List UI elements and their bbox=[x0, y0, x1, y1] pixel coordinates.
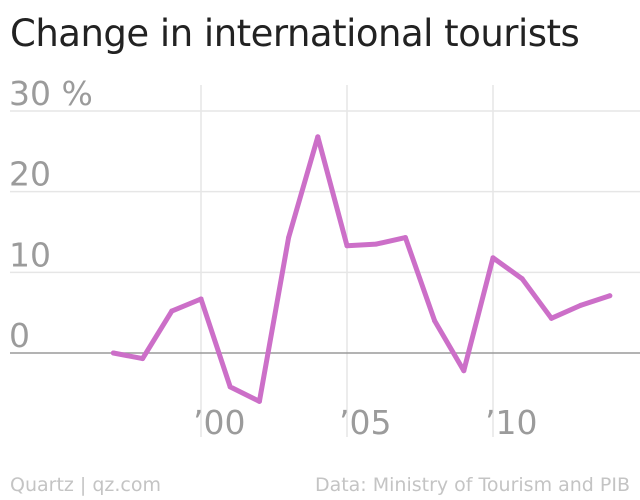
data-point bbox=[519, 276, 525, 282]
data-point bbox=[256, 398, 262, 404]
data-point bbox=[140, 356, 146, 362]
series-layer bbox=[110, 134, 613, 404]
x-tick-labels: ’00 ’05 ’10 bbox=[193, 403, 537, 442]
data-point bbox=[344, 243, 350, 249]
data-point bbox=[373, 241, 379, 247]
source-text: Data: Ministry of Tourism and PIB bbox=[314, 474, 630, 496]
data-point bbox=[432, 318, 438, 324]
grid-layer bbox=[10, 85, 640, 437]
data-point bbox=[402, 235, 408, 241]
data-point bbox=[607, 293, 613, 299]
x-tick-label: ’00 bbox=[193, 403, 245, 442]
data-point bbox=[548, 315, 554, 321]
credit-text: Quartz | qz.com bbox=[10, 474, 162, 496]
data-point bbox=[227, 384, 233, 390]
data-point bbox=[286, 235, 292, 241]
data-point bbox=[578, 302, 584, 308]
chart-title: Change in international tourists bbox=[10, 12, 580, 55]
y-tick-label: 0 bbox=[9, 316, 30, 355]
y-tick-label: 30 % bbox=[9, 74, 93, 113]
x-tick-label: ’10 bbox=[485, 403, 537, 442]
x-tick-label: ’05 bbox=[339, 403, 391, 442]
data-point bbox=[461, 368, 467, 374]
y-tick-label: 20 bbox=[9, 155, 51, 194]
data-point bbox=[169, 308, 175, 314]
data-point bbox=[110, 350, 116, 356]
data-point bbox=[315, 134, 321, 140]
y-tick-label: 10 bbox=[9, 235, 51, 274]
series-line bbox=[110, 134, 613, 404]
data-point bbox=[490, 255, 496, 261]
y-tick-labels: 30 % 20 10 0 bbox=[9, 74, 93, 355]
data-point bbox=[198, 296, 204, 302]
